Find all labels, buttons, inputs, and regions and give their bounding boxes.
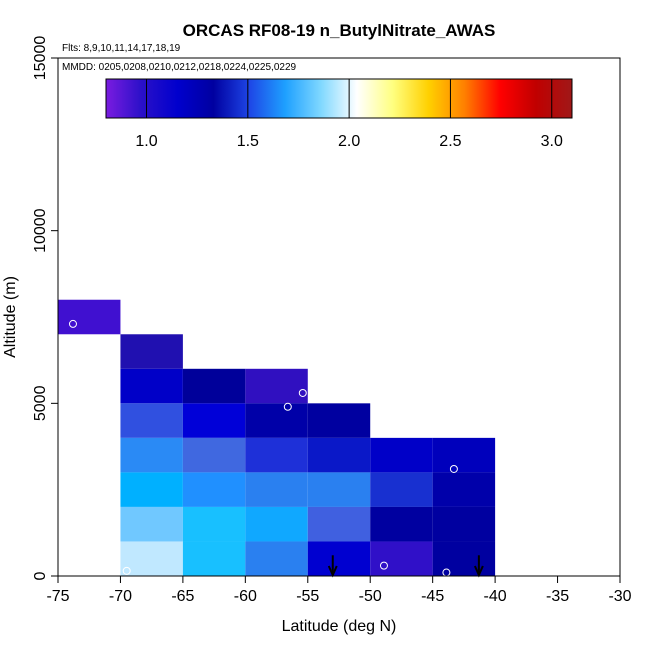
plot-frame (57, 57, 621, 577)
heatmap-cell (307, 437, 371, 473)
heatmap-cell (307, 541, 371, 576)
flights-label: Flts: 8,9,10,11,14,17,18,19 (62, 43, 181, 54)
heatmap-cell (182, 437, 246, 473)
heatmap-cell (182, 506, 246, 542)
x-tick-label: -65 (171, 588, 194, 605)
colorbar-tick-label: 2.5 (439, 133, 461, 150)
colorbar-tick-label: 2.0 (338, 133, 360, 150)
heatmap-cell (370, 506, 433, 542)
heatmap-cell (432, 506, 496, 542)
sample-circle (449, 464, 458, 473)
y-tick-label: 15000 (32, 36, 49, 81)
y-axis: 0 5000 10000 15000 (32, 36, 58, 580)
down-arrow-head (327, 565, 338, 578)
heatmap-cell (245, 437, 308, 473)
sample-circle (283, 402, 292, 411)
heatmap-cell (120, 541, 183, 576)
sample-circle (379, 561, 388, 570)
heatmap-cells (58, 299, 496, 576)
heatmap-cell (432, 541, 496, 576)
sample-circle (298, 388, 307, 397)
colorbar-tick-label: 1.5 (237, 133, 259, 150)
y-tick-label: 10000 (32, 208, 49, 253)
x-tick-label: -50 (359, 588, 382, 605)
markers (68, 319, 484, 578)
heatmap-cell (370, 541, 433, 576)
heatmap-cell (120, 472, 183, 507)
x-tick-label: -60 (234, 588, 257, 605)
down-arrow-head (473, 565, 484, 578)
sample-circle (122, 566, 131, 575)
heatmap-cell (245, 403, 308, 438)
heatmap-cell (120, 368, 183, 404)
sample-circle (68, 319, 77, 328)
heatmap-cell (432, 472, 496, 507)
heatmap-cell (182, 368, 246, 404)
y-tick-label: 0 (32, 571, 49, 580)
heatmap-cell (182, 472, 246, 507)
colorbar-tick-label: 1.0 (135, 133, 157, 150)
x-tick-label: -35 (546, 588, 569, 605)
y-tick-label: 5000 (32, 385, 49, 421)
x-tick-label: -75 (46, 588, 69, 605)
heatmap-cell (182, 403, 246, 438)
heatmap-cell (245, 506, 308, 542)
heatmap-cell (120, 437, 183, 473)
x-tick-label: -45 (421, 588, 444, 605)
chart-title: ORCAS RF08-19 n_ButylNitrate_AWAS (183, 21, 496, 40)
heatmap-cell (307, 506, 371, 542)
heatmap-cell (58, 299, 121, 335)
heatmap-cell (245, 541, 308, 576)
heatmap-cell (307, 472, 371, 507)
x-tick-label: -30 (608, 588, 631, 605)
heatmap-cell (245, 368, 308, 404)
x-tick-label: -40 (484, 588, 507, 605)
heatmap-cell (432, 437, 496, 473)
heatmap-cell (182, 541, 246, 576)
colorbar-gradient (105, 78, 573, 119)
heatmap-cell (307, 403, 371, 438)
dates-label: MMDD: 0205,0208,0210,0212,0218,0224,0225… (62, 62, 297, 73)
heatmap-cell (370, 472, 433, 507)
x-tick-label: -70 (109, 588, 132, 605)
heatmap-cell (245, 472, 308, 507)
y-axis-label: Altitude (m) (2, 276, 19, 358)
heatmap-cell (120, 506, 183, 542)
heatmap-cell (120, 334, 183, 369)
heatmap-cell (370, 437, 433, 473)
heatmap-cell (120, 403, 183, 438)
x-tick-label: -55 (296, 588, 319, 605)
colorbar-tick-label: 3.0 (541, 133, 563, 150)
colorbar: 1.0 1.5 2.0 2.5 3.0 (105, 78, 573, 150)
x-axis-label: Latitude (deg N) (282, 618, 397, 635)
x-axis: -75 -70 -65 -60 -55 -50 -45 -40 -35 -30 (46, 576, 632, 605)
